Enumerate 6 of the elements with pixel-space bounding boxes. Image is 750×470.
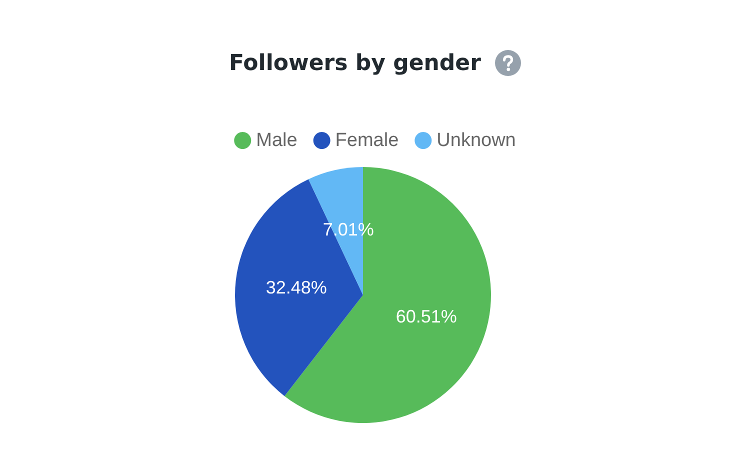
legend-label: Female xyxy=(335,130,399,151)
legend-label: Male xyxy=(256,130,298,151)
data-label: 60.51% xyxy=(396,306,457,327)
legend-label: Unknown xyxy=(436,130,516,151)
chart-title: Followers by gender xyxy=(229,50,481,76)
data-label: 32.48% xyxy=(266,278,327,298)
